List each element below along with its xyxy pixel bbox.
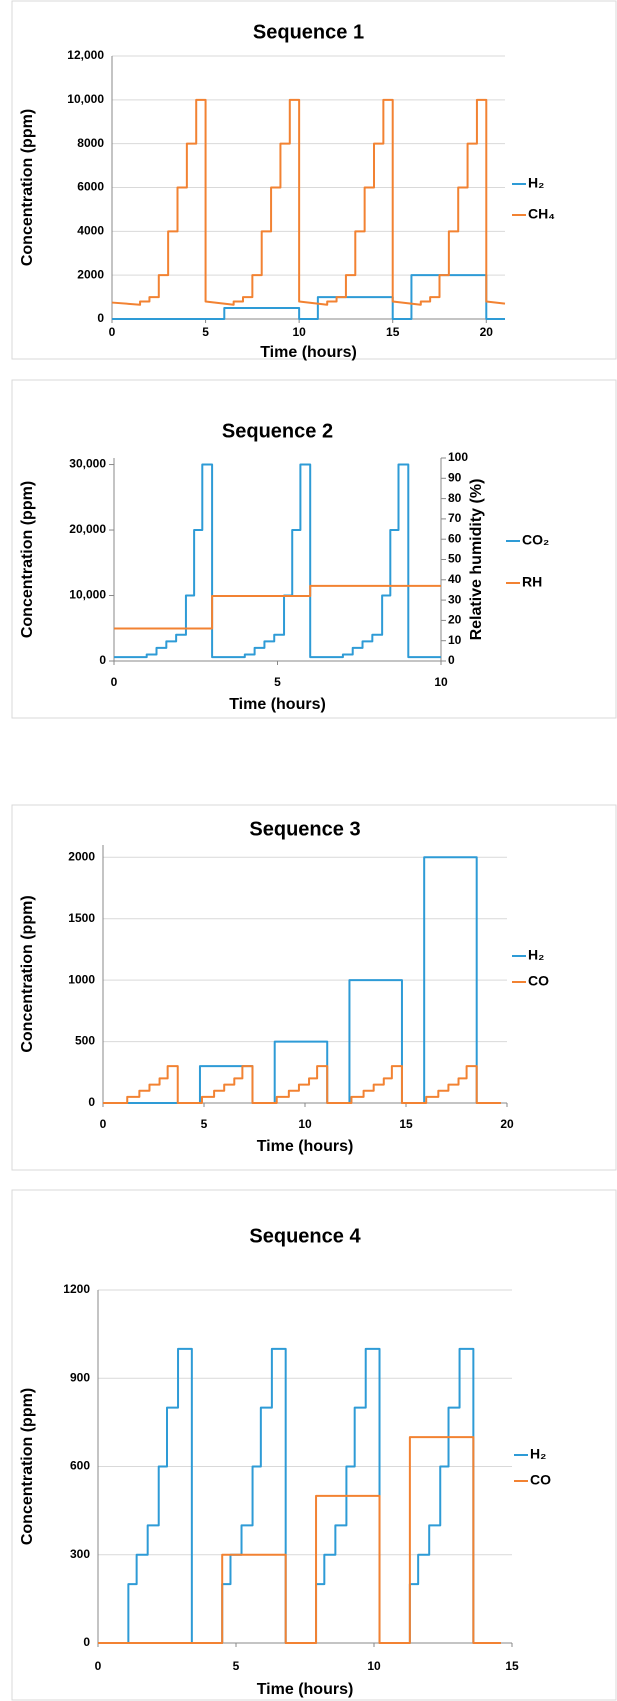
x-tick-label: 15 bbox=[505, 1659, 519, 1673]
y-tick-label: 1200 bbox=[63, 1282, 90, 1296]
y-axis-title: Concentration (ppm) bbox=[19, 895, 36, 1052]
y-axis-title: Concentration (ppm) bbox=[19, 109, 36, 266]
panel-border bbox=[11, 379, 617, 719]
y-tick-label: 500 bbox=[75, 1034, 95, 1048]
y2-tick-label: 0 bbox=[448, 653, 455, 667]
x-tick-label: 10 bbox=[292, 325, 306, 339]
series-line bbox=[98, 1436, 501, 1644]
chart-title: Sequence 3 bbox=[249, 818, 360, 840]
panel-border bbox=[11, 804, 617, 1171]
legend-label: CO bbox=[530, 1472, 551, 1488]
series-line bbox=[114, 463, 441, 659]
y-axis-title: Concentration (ppm) bbox=[19, 481, 36, 638]
y2-tick-label: 90 bbox=[448, 470, 462, 484]
x-tick-label: 10 bbox=[298, 1117, 312, 1131]
chart-title: Sequence 4 bbox=[249, 1225, 361, 1247]
y-axis-title: Concentration (ppm) bbox=[19, 1388, 36, 1545]
x-tick-label: 20 bbox=[500, 1117, 514, 1131]
y-tick-label: 4000 bbox=[77, 224, 104, 238]
x-tick-label: 10 bbox=[367, 1659, 381, 1673]
y-tick-label: 10,000 bbox=[69, 588, 106, 602]
y-tick-label: 0 bbox=[97, 311, 104, 325]
series-line bbox=[112, 274, 505, 320]
legend-label: CO bbox=[528, 973, 549, 989]
y2-tick-label: 40 bbox=[448, 572, 462, 586]
legend-label: H₂ bbox=[528, 947, 544, 963]
y2-axis-title: Relative humidity (%) bbox=[468, 479, 485, 641]
y2-tick-label: 70 bbox=[448, 511, 462, 525]
y2-tick-label: 100 bbox=[448, 450, 468, 464]
series-line bbox=[114, 584, 441, 630]
x-tick-label: 0 bbox=[109, 325, 116, 339]
y2-tick-label: 30 bbox=[448, 592, 462, 606]
y-tick-label: 0 bbox=[99, 653, 106, 667]
y-tick-label: 2000 bbox=[68, 849, 95, 863]
legend-label: RH bbox=[522, 574, 542, 590]
x-axis-title: Time (hours) bbox=[229, 696, 326, 713]
x-axis-title: Time (hours) bbox=[257, 1681, 354, 1698]
y-tick-label: 0 bbox=[88, 1095, 95, 1109]
y-tick-label: 1500 bbox=[68, 911, 95, 925]
legend-label: H₂ bbox=[528, 175, 544, 191]
panel-border bbox=[11, 1189, 617, 1701]
x-tick-label: 0 bbox=[100, 1117, 107, 1131]
x-axis-title: Time (hours) bbox=[260, 344, 357, 361]
y-tick-label: 900 bbox=[70, 1370, 90, 1384]
chart-title: Sequence 1 bbox=[253, 21, 364, 43]
y2-tick-label: 60 bbox=[448, 531, 462, 545]
y-tick-label: 600 bbox=[70, 1459, 90, 1473]
y-tick-label: 8000 bbox=[77, 136, 104, 150]
x-tick-label: 15 bbox=[386, 325, 400, 339]
x-tick-label: 0 bbox=[111, 675, 118, 689]
y-tick-label: 1000 bbox=[68, 972, 95, 986]
y2-tick-label: 80 bbox=[448, 491, 462, 505]
y-tick-label: 300 bbox=[70, 1547, 90, 1561]
y2-tick-label: 20 bbox=[448, 613, 462, 627]
x-tick-label: 5 bbox=[274, 675, 281, 689]
x-tick-label: 5 bbox=[201, 1117, 208, 1131]
legend-label: H₂ bbox=[530, 1446, 546, 1462]
y-tick-label: 12,000 bbox=[67, 48, 104, 62]
y-tick-label: 20,000 bbox=[69, 522, 106, 536]
series-line bbox=[98, 1347, 501, 1644]
y2-tick-label: 10 bbox=[448, 633, 462, 647]
y-tick-label: 6000 bbox=[77, 180, 104, 194]
x-tick-label: 15 bbox=[399, 1117, 413, 1131]
x-tick-label: 5 bbox=[202, 325, 209, 339]
x-tick-label: 5 bbox=[233, 1659, 240, 1673]
y-tick-label: 10,000 bbox=[67, 92, 104, 106]
y-tick-label: 30,000 bbox=[69, 457, 106, 471]
chart-title: Sequence 2 bbox=[222, 420, 333, 442]
y-tick-label: 0 bbox=[83, 1635, 90, 1649]
y2-tick-label: 50 bbox=[448, 552, 462, 566]
x-axis-title: Time (hours) bbox=[257, 1138, 354, 1155]
panel-border bbox=[11, 0, 617, 360]
series-line bbox=[111, 98, 506, 306]
x-tick-label: 0 bbox=[95, 1659, 102, 1673]
series-line bbox=[103, 1065, 501, 1104]
legend-label: CO₂ bbox=[522, 532, 549, 548]
x-tick-label: 10 bbox=[434, 675, 448, 689]
y-tick-label: 2000 bbox=[77, 267, 104, 281]
x-tick-label: 20 bbox=[480, 325, 494, 339]
legend-label: CH₄ bbox=[528, 206, 555, 222]
